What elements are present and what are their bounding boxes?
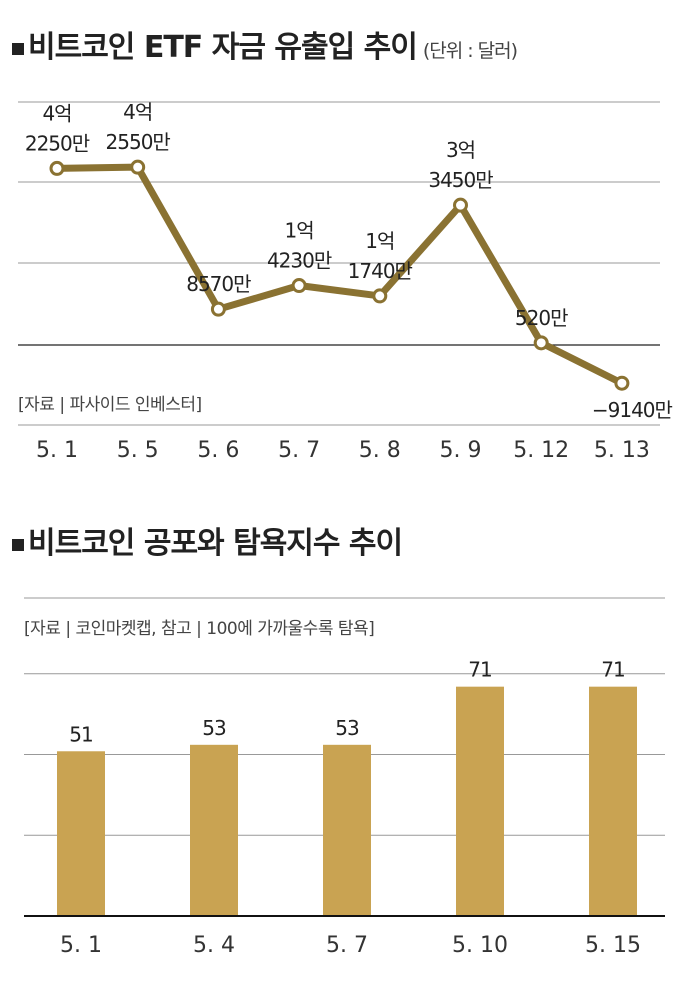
data-point (614, 375, 630, 391)
line-chart-title: 비트코인 ETF 자금 유출입 추이 (단위 : 달러) (12, 22, 518, 66)
x-tick-label: 5. 7 (326, 933, 368, 958)
data-point (291, 278, 307, 294)
square-bullet-icon (12, 42, 24, 55)
data-label: −9140만 (592, 398, 673, 422)
x-tick-label: 5. 6 (197, 438, 239, 463)
line-chart-source: [자료 | 파사이드 인베스터] (18, 395, 202, 415)
bar-chart: 51 5. 1 53 5. 4 53 5. 7 71 5. 10 71 5. 15 (24, 597, 665, 958)
x-tick-label: 5. 15 (585, 933, 641, 958)
bar-chart-title: 비트코인 공포와 탐욕지수 추이 (12, 518, 403, 562)
bar (323, 744, 371, 916)
x-tick-label: 5. 7 (278, 438, 320, 463)
x-tick-label: 5. 4 (193, 933, 235, 958)
series-line (56, 163, 624, 387)
data-point (372, 288, 388, 304)
data-point (533, 335, 549, 351)
title-text: 비트코인 공포와 탐욕지수 추이 (28, 526, 403, 561)
bar (456, 686, 504, 916)
bar (589, 686, 637, 916)
data-label: 4230만 (267, 249, 332, 273)
data-label: 71 (468, 658, 491, 682)
data-label: 53 (202, 716, 226, 740)
data-label: 1억 (365, 229, 394, 253)
data-label: 53 (335, 716, 359, 740)
data-label: 520만 (515, 306, 568, 330)
x-tick-label: 5. 1 (36, 438, 78, 463)
bar (190, 744, 238, 916)
data-label: 2550만 (106, 130, 171, 154)
data-label: 1740만 (348, 259, 413, 283)
x-tick-label: 5. 9 (440, 438, 482, 463)
data-point (210, 301, 226, 317)
square-bullet-icon (12, 538, 24, 551)
data-label: 71 (601, 658, 624, 682)
line-chart: 5. 1 4억 2250만 5. 5 4억 2550만 5. 6 8570만 5. 7 1억 423… (18, 100, 674, 463)
x-tick-label: 5. 1 (60, 933, 102, 958)
x-tick-label: 5. 5 (117, 438, 159, 463)
title-text: 비트코인 ETF 자금 유출입 추이 (28, 30, 418, 65)
x-tick-label: 5. 12 (513, 438, 569, 463)
bar-chart-source: [자료 | 코인마켓캡, 참고 | 100에 가까울수록 탐욕] (24, 619, 374, 639)
data-label: 3억 (446, 138, 475, 162)
unit-label: (단위 : 달러) (422, 40, 518, 62)
x-tick-label: 5. 13 (594, 438, 650, 463)
data-label: 4억 (123, 100, 152, 124)
data-label: 8570만 (186, 272, 251, 296)
data-point (453, 197, 468, 213)
data-label: 4억 (42, 101, 71, 125)
data-label: 1억 (285, 219, 314, 243)
data-point (130, 159, 146, 175)
data-label: 3450만 (428, 168, 493, 192)
data-label: 51 (69, 722, 92, 746)
x-tick-label: 5. 8 (359, 438, 401, 463)
bar (57, 751, 105, 916)
data-point (49, 160, 65, 176)
data-label: 2250만 (25, 131, 90, 155)
x-tick-label: 5. 10 (452, 933, 508, 958)
